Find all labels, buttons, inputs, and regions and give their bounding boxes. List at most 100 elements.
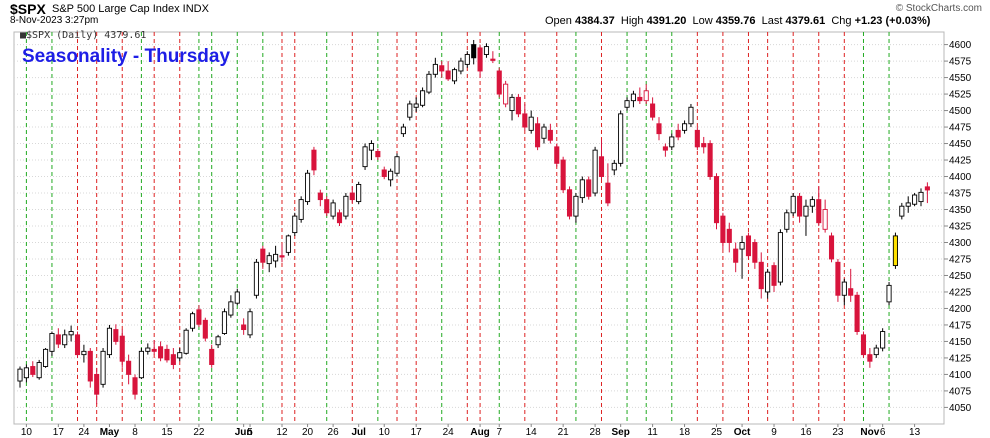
candle-body — [611, 162, 617, 171]
candle-body — [560, 159, 566, 191]
x-date-label: 25 — [711, 427, 723, 438]
candle — [579, 176, 585, 203]
candle-body — [803, 205, 809, 217]
candle-body — [899, 205, 905, 217]
low-value: 4359.76 — [715, 15, 756, 27]
y-tick-label: 4125 — [949, 353, 972, 364]
candle — [745, 232, 752, 259]
candle — [618, 110, 624, 167]
candle — [867, 348, 873, 368]
candle — [541, 123, 547, 144]
candle — [490, 51, 496, 64]
candle-body — [490, 58, 496, 61]
candle — [554, 143, 560, 167]
open-value: 4384.37 — [574, 15, 615, 27]
candle-body — [713, 176, 720, 224]
candle-body — [797, 195, 803, 217]
candle-body — [439, 65, 445, 72]
candle — [848, 268, 854, 302]
candle-body — [694, 129, 700, 148]
candle — [362, 143, 368, 170]
candle — [55, 328, 61, 349]
candle-body — [860, 334, 867, 356]
candle — [547, 123, 553, 144]
candle — [873, 344, 879, 358]
candle-body — [541, 126, 547, 139]
candle — [905, 196, 911, 213]
open-label: Open — [545, 15, 572, 27]
candle — [317, 189, 323, 207]
candle-body — [496, 70, 502, 95]
x-month-label: May — [100, 427, 120, 438]
candle — [899, 202, 905, 220]
candle-body — [94, 373, 100, 395]
candle-body — [688, 106, 694, 125]
x-date-label: 24 — [443, 427, 455, 438]
candle — [330, 199, 336, 220]
candle — [707, 140, 713, 180]
candle — [305, 169, 311, 205]
candle-body — [36, 362, 42, 379]
candle-body — [784, 212, 790, 230]
candle-body — [17, 368, 23, 382]
candle — [643, 84, 649, 104]
candle — [298, 196, 304, 223]
candle — [445, 61, 451, 81]
candle-body — [777, 232, 783, 283]
candle-body — [656, 123, 662, 135]
x-date-label: 21 — [558, 427, 570, 438]
candle-body — [285, 235, 291, 253]
candle-body — [790, 195, 796, 214]
x-month-label: Jun — [235, 427, 253, 438]
price-axis: 4050 4075 4100 4125 4150 4175 4200 4225 4250 4275… — [944, 40, 972, 414]
candle — [183, 328, 189, 355]
x-date-label: 13 — [909, 427, 921, 438]
candle-body — [62, 334, 68, 346]
candle — [388, 168, 394, 187]
candle-body — [605, 182, 611, 204]
candle — [413, 97, 419, 112]
candle — [803, 199, 809, 236]
series-legend: ■$SPX (Daily) 4379.61 — [20, 30, 147, 41]
candle-body — [336, 212, 343, 224]
y-tick-label: 4375 — [949, 189, 972, 200]
candle — [158, 341, 164, 362]
candle-body — [752, 242, 758, 263]
candle-body — [100, 350, 106, 385]
candle-body — [586, 179, 592, 197]
candle — [918, 188, 924, 207]
candle — [912, 193, 918, 207]
candle-body — [324, 199, 330, 214]
candle-body — [400, 126, 406, 135]
candle-body — [733, 248, 739, 263]
security-name: S&P 500 Large Cap Index INDX — [52, 3, 209, 15]
candle-body — [260, 248, 266, 263]
x-date-label: 15 — [161, 427, 173, 438]
ticker-symbol: $SPX — [10, 1, 46, 17]
x-date-label: 11 — [647, 427, 658, 438]
candle — [23, 364, 29, 383]
candle — [560, 156, 566, 194]
candle — [509, 94, 515, 121]
candle — [260, 245, 266, 269]
candle — [733, 242, 739, 273]
candle-body — [886, 284, 892, 303]
candle-body — [579, 179, 585, 199]
quote-timestamp: 8-Nov-2023 3:27pm — [10, 15, 99, 26]
candle-body — [202, 319, 208, 339]
candle — [432, 57, 438, 78]
candle — [605, 163, 611, 207]
candle-body — [758, 261, 764, 290]
candle-body — [707, 143, 713, 177]
candle — [528, 110, 534, 134]
candle-body — [445, 70, 451, 80]
candle — [81, 344, 87, 363]
candle-body — [816, 199, 822, 224]
candle-body — [918, 191, 924, 203]
candle — [356, 181, 362, 205]
candle — [464, 51, 470, 68]
candle — [790, 193, 796, 217]
y-tick-label: 4400 — [949, 172, 972, 183]
candle — [407, 100, 413, 121]
y-tick-label: 4525 — [949, 90, 972, 101]
